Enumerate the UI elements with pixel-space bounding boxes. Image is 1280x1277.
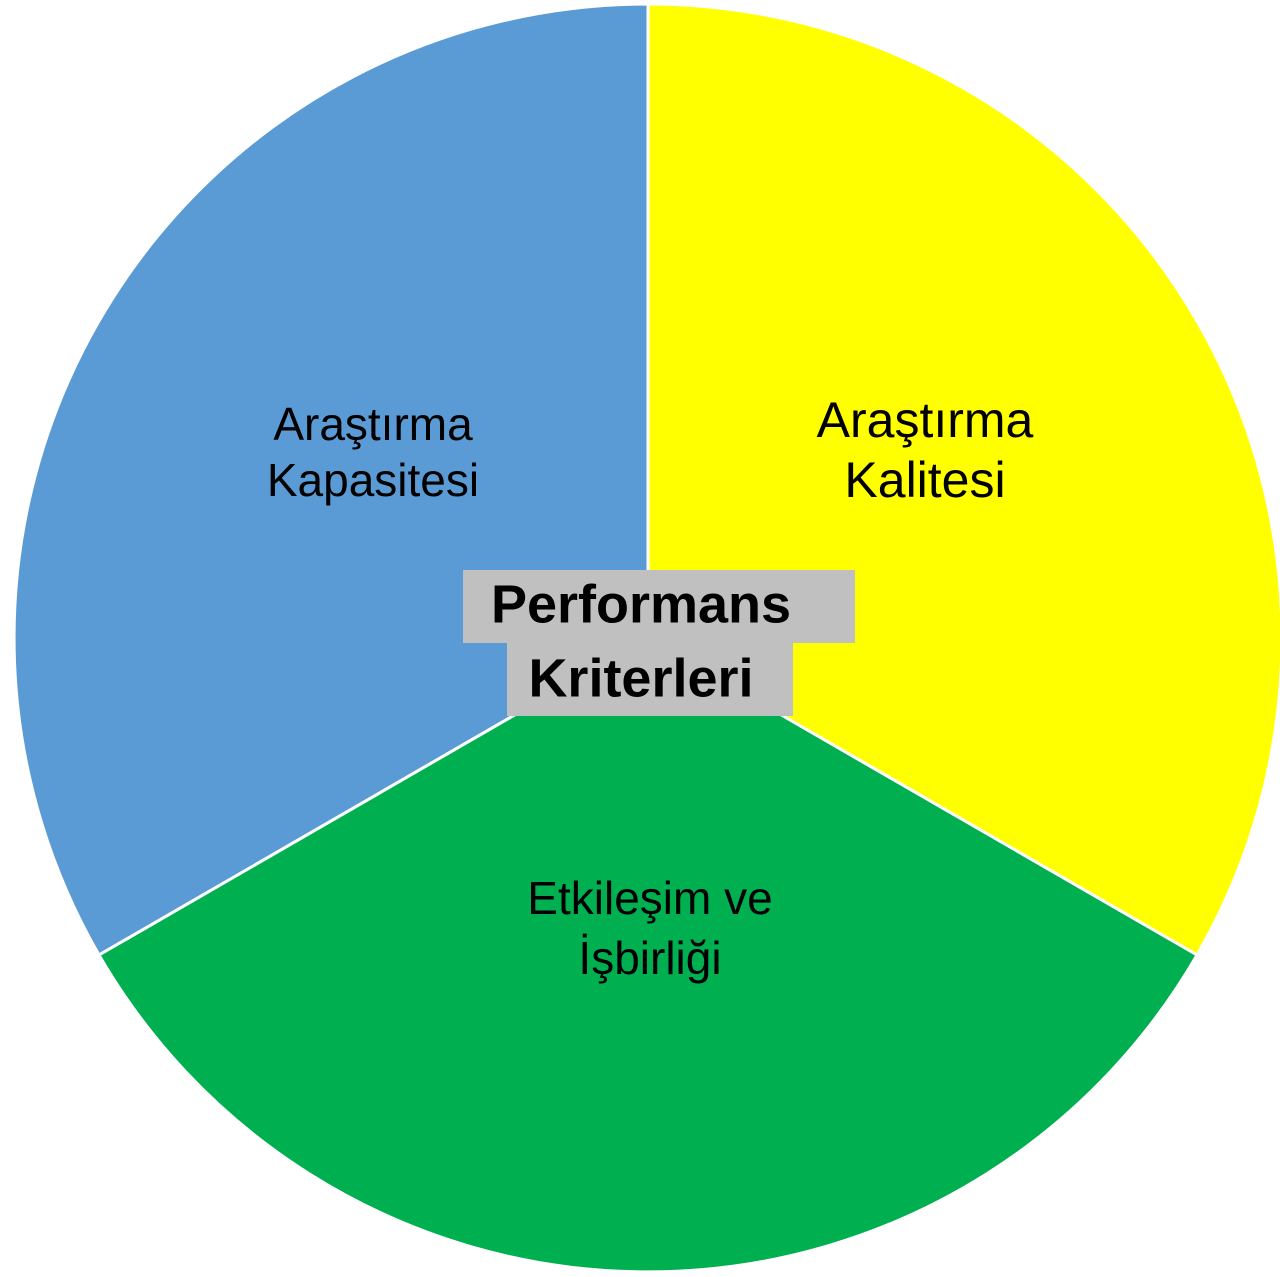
label-background — [463, 570, 855, 643]
center-label: Performans — [491, 574, 791, 634]
segment-label: Araştırma — [817, 392, 1034, 448]
segment-label: Kalitesi — [844, 452, 1005, 508]
center-label: Kriterleri — [528, 648, 753, 708]
segment-label: Kapasitesi — [267, 454, 479, 506]
segment — [12, 2, 650, 958]
segment — [646, 2, 1280, 958]
label-background — [507, 643, 793, 716]
segment-label: Araştırma — [273, 398, 473, 450]
segment-label: İşbirliği — [578, 932, 721, 984]
segment-label: Etkileşim ve — [527, 872, 772, 924]
segment — [96, 636, 1200, 1274]
